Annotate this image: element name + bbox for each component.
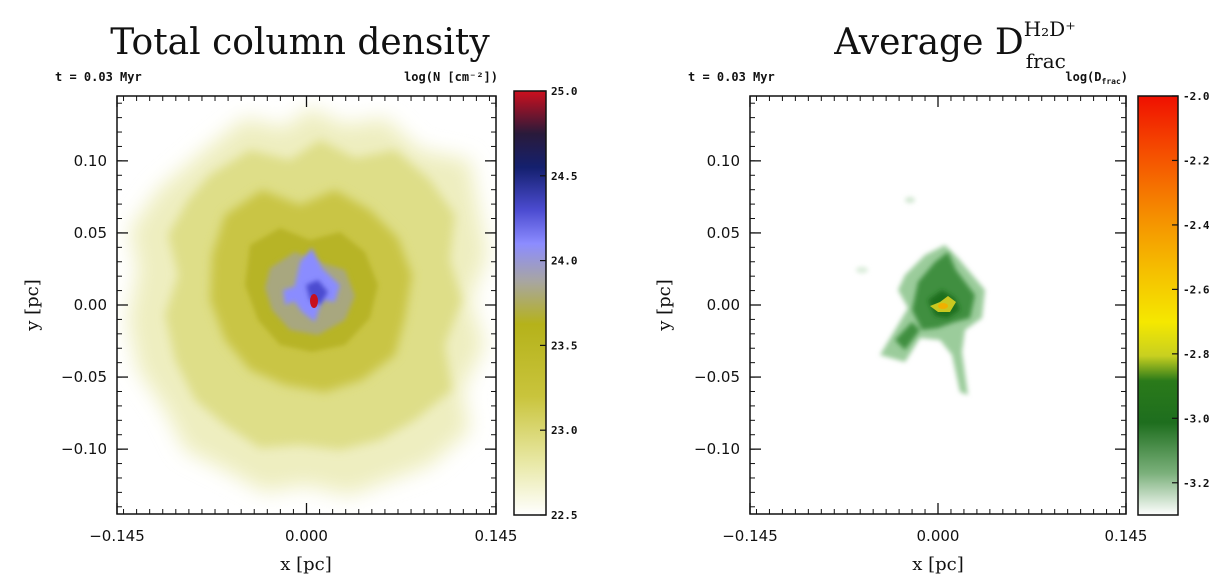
chart-title: Total column density <box>110 22 490 63</box>
colorbar <box>513 90 547 516</box>
colorbar-ticks: -3.2 -3.0 -2.8 -2.6 -2.4 -2.2 -2.0 <box>1172 90 1210 490</box>
colorbar-tick-label: -2.6 <box>1183 283 1210 296</box>
y-axis-label: y [pc] <box>654 279 675 332</box>
x-tick-label: −0.145 <box>722 527 778 545</box>
y-tick-label: −0.05 <box>694 368 740 386</box>
colorbar-tick-label: 25.0 <box>551 85 578 98</box>
y-axis-label: y [pc] <box>22 279 43 332</box>
column-density-map <box>128 108 488 495</box>
colorbar-label: log(N [cm⁻²]) <box>404 70 498 84</box>
y-tick-label: 0.00 <box>707 296 740 314</box>
x-tick-label: 0.145 <box>475 527 518 545</box>
x-axis-label: x [pc] <box>280 554 332 575</box>
panel-deuterium-fraction: Average DH₂D⁺ frac t = 0.03 Myr log(Dfrac… <box>654 17 1210 575</box>
colorbar-tick-label: 24.0 <box>551 255 578 268</box>
colorbar-tick-label: -2.4 <box>1183 219 1210 232</box>
colorbar-tick-label: -2.2 <box>1183 154 1210 167</box>
time-label: t = 0.03 Myr <box>55 70 142 84</box>
title-subscript: frac <box>1026 49 1066 73</box>
colorbar-tick-label: 23.5 <box>551 339 578 352</box>
axis-ticks: −0.145 0.000 0.145 −0.10 −0.05 0.00 0.05 0.10 <box>61 96 517 545</box>
y-tick-label: 0.10 <box>74 152 107 170</box>
x-axis-label: x [pc] <box>912 554 964 575</box>
y-tick-label: −0.10 <box>61 440 107 458</box>
x-tick-label: 0.000 <box>917 527 960 545</box>
deuterium-fraction-map <box>856 197 985 395</box>
y-tick-label: 0.05 <box>707 224 740 242</box>
colorbar-tick-label: -3.2 <box>1183 477 1210 490</box>
y-tick-label: 0.05 <box>74 224 107 242</box>
axis-ticks: −0.145 0.000 0.145 −0.10 −0.05 0.00 0.05 0.10 <box>694 96 1147 545</box>
colorbar-label-sub: frac <box>1102 77 1121 86</box>
x-tick-label: −0.145 <box>89 527 145 545</box>
y-tick-label: −0.05 <box>61 368 107 386</box>
panel-column-density: Total column density t = 0.03 Myr log(N … <box>22 22 578 575</box>
colorbar-tick-label: 24.5 <box>551 170 578 183</box>
colorbar-tick-label: -2.8 <box>1183 348 1210 361</box>
y-tick-label: −0.10 <box>694 440 740 458</box>
chart-title: Average DH₂D⁺ frac <box>833 17 1076 73</box>
colorbar-tick-label: 23.0 <box>551 424 578 437</box>
colorbar-label-end: ) <box>1121 70 1128 84</box>
title-superscript: H₂D⁺ <box>1024 17 1076 41</box>
colorbar-label-main: log(D <box>1065 70 1101 84</box>
colorbar-label: log(Dfrac) <box>1065 70 1128 86</box>
colorbar-tick-label: 22.5 <box>551 509 578 522</box>
colorbar-tick-label: -3.0 <box>1183 412 1210 425</box>
x-tick-label: 0.000 <box>285 527 328 545</box>
time-label: t = 0.03 Myr <box>688 70 775 84</box>
colorbar <box>1137 95 1179 516</box>
title-main: Average D <box>833 22 1024 63</box>
peak-marker <box>938 303 948 309</box>
peak-marker <box>310 294 318 308</box>
colorbar-ticks: 22.5 23.0 23.5 24.0 24.5 25.0 <box>540 85 578 522</box>
y-tick-label: 0.10 <box>707 152 740 170</box>
x-tick-label: 0.145 <box>1105 527 1148 545</box>
colorbar-tick-label: -2.0 <box>1183 90 1210 103</box>
y-tick-label: 0.00 <box>74 296 107 314</box>
